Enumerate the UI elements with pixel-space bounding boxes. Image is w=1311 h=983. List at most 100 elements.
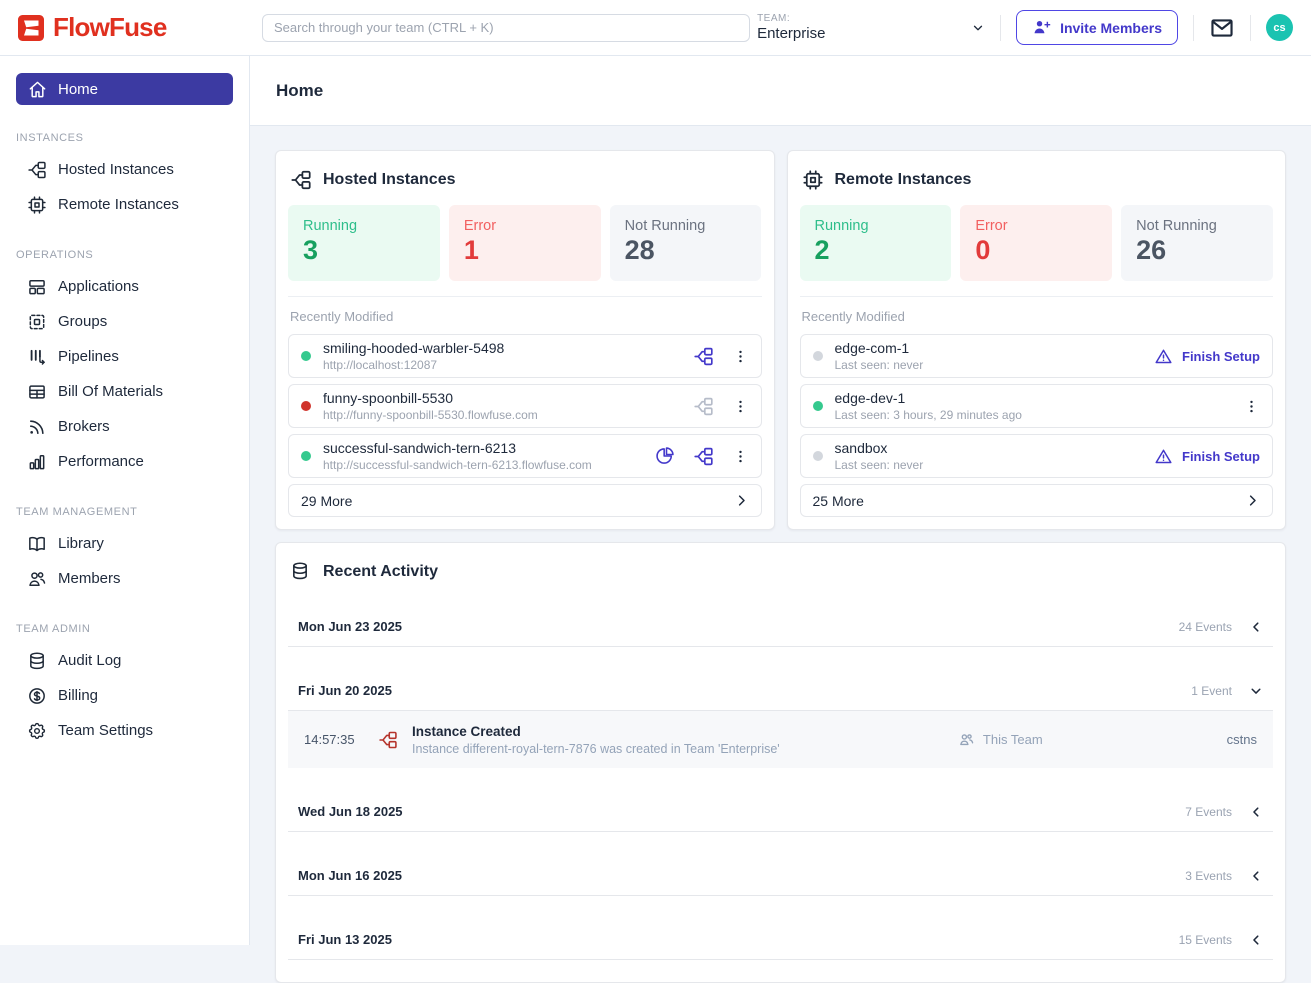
kebab-menu-icon[interactable] [732, 398, 749, 415]
instance-row[interactable]: smiling-hooded-warbler-5498 http://local… [288, 334, 762, 378]
sidebar-item-members[interactable]: Members [0, 561, 249, 596]
dashboard-pie-icon[interactable] [655, 446, 675, 466]
finish-setup-button[interactable]: Finish Setup [1154, 347, 1260, 366]
page-content: Hosted Instances Running 3 Error 1 Not R… [250, 126, 1311, 983]
sidebar-item-applications[interactable]: Applications [0, 269, 249, 304]
sidebar-item-label: Library [58, 535, 104, 552]
invite-members-button[interactable]: Invite Members [1016, 10, 1178, 45]
instance-row[interactable]: funny-spoonbill-5530 http://funny-spoonb… [288, 384, 762, 428]
card-title: Remote Instances [834, 171, 972, 188]
sidebar-section-team-management: TEAM MANAGEMENT [16, 506, 138, 518]
chevron-left-icon[interactable] [1249, 869, 1263, 883]
invite-members-label: Invite Members [1060, 19, 1162, 36]
instance-created-icon [378, 730, 398, 750]
remote-instances-chip-icon [802, 169, 824, 191]
status-dot [301, 451, 311, 461]
pipelines-icon [27, 347, 47, 367]
activity-date: Mon Jun 16 2025 [298, 868, 403, 883]
sidebar-item-pipelines[interactable]: Pipelines [0, 339, 249, 374]
stat-error[interactable]: Error 0 [960, 205, 1113, 281]
flowfuse-logo[interactable]: FlowFuse [0, 12, 250, 43]
sidebar-item-hosted-instances[interactable]: Hosted Instances [0, 152, 249, 187]
kebab-menu-icon[interactable] [732, 348, 749, 365]
table-icon [27, 382, 47, 402]
search-input[interactable] [262, 13, 750, 42]
gear-icon [27, 721, 47, 741]
page-title: Home [276, 80, 324, 100]
sidebar-section-instances: INSTANCES [16, 132, 84, 144]
activity-group: Mon Jun 16 2025 3 Events [288, 856, 1273, 896]
sidebar-item-home[interactable]: Home [16, 73, 233, 105]
chevron-left-icon[interactable] [1249, 620, 1263, 634]
chevron-left-icon[interactable] [1249, 933, 1263, 947]
stat-label: Not Running [1136, 218, 1217, 234]
open-editor-icon[interactable] [693, 446, 714, 467]
finish-setup-button[interactable]: Finish Setup [1154, 447, 1260, 466]
team-users-icon [958, 731, 975, 748]
sidebar-section-team-admin: TEAM ADMIN [16, 623, 91, 635]
chevron-right-icon [1245, 493, 1260, 508]
sidebar-item-library[interactable]: Library [0, 526, 249, 561]
finish-setup-label: Finish Setup [1182, 448, 1260, 464]
stat-not-running[interactable]: Not Running 28 [609, 205, 762, 281]
sidebar-section-operations: OPERATIONS [16, 249, 94, 261]
sidebar-item-audit-log[interactable]: Audit Log [0, 643, 249, 678]
stat-not-running[interactable]: Not Running 26 [1121, 205, 1273, 281]
sidebar-item-remote-instances[interactable]: Remote Instances [0, 187, 249, 222]
status-dot [301, 401, 311, 411]
hosted-instances-card: Hosted Instances Running 3 Error 1 Not R… [275, 150, 775, 530]
status-dot [812, 351, 823, 361]
brand-name: FlowFuse [53, 12, 167, 42]
hosted-instances-icon [27, 160, 47, 180]
open-editor-icon[interactable] [693, 346, 714, 367]
activity-date-row[interactable]: Mon Jun 23 2025 24 Events [288, 607, 1273, 647]
activity-date-row[interactable]: Mon Jun 16 2025 3 Events [288, 856, 1273, 896]
remote-more-link[interactable]: 25 More [799, 484, 1273, 517]
stat-label: Error [975, 218, 1008, 234]
hosted-more-link[interactable]: 29 More [288, 484, 762, 517]
instance-last-seen: Last seen: never [834, 358, 924, 372]
instance-row[interactable]: edge-dev-1 Last seen: 3 hours, 29 minute… [799, 384, 1273, 428]
sidebar: Home INSTANCES Hosted Instances Remote I… [0, 56, 250, 945]
sidebar-item-bill-of-materials[interactable]: Bill Of Materials [0, 374, 249, 409]
activity-date-row[interactable]: Fri Jun 20 2025 1 Event [288, 671, 1273, 711]
sidebar-item-team-settings[interactable]: Team Settings [0, 713, 249, 748]
instance-row[interactable]: edge-com-1 Last seen: never Finish Setup [799, 334, 1273, 378]
sidebar-item-billing[interactable]: Billing [0, 678, 249, 713]
event-scope-label: This Team [982, 732, 1043, 747]
activity-event-row[interactable]: 14:57:35 Instance Created Instance diffe… [288, 711, 1273, 768]
kebab-menu-icon[interactable] [1243, 398, 1260, 415]
user-avatar[interactable]: cs [1266, 14, 1293, 41]
chevron-down-icon[interactable] [1249, 684, 1263, 698]
stat-value: 26 [1136, 235, 1167, 265]
remote-instances-card: Remote Instances Running 2 Error 0 Not R… [786, 150, 1286, 530]
stat-error[interactable]: Error 1 [448, 205, 601, 281]
chevron-left-icon[interactable] [1249, 805, 1263, 819]
stat-running[interactable]: Running 3 [288, 205, 440, 281]
sidebar-item-label: Applications [58, 278, 139, 295]
sidebar-item-groups[interactable]: Groups [0, 304, 249, 339]
sidebar-item-label: Bill Of Materials [58, 383, 164, 400]
divider [1193, 14, 1194, 41]
kebab-menu-icon[interactable] [732, 448, 749, 465]
stat-running[interactable]: Running 2 [799, 205, 952, 281]
activity-date: Fri Jun 13 2025 [298, 932, 392, 947]
stat-value: 2 [814, 235, 830, 265]
sidebar-item-performance[interactable]: Performance [0, 444, 249, 479]
event-time: 14:57:35 [304, 732, 355, 747]
instance-row[interactable]: successful-sandwich-tern-6213 http://suc… [288, 434, 762, 478]
sidebar-item-label: Billing [58, 687, 99, 704]
team-selector[interactable]: TEAM: Enterprise [757, 13, 985, 42]
activity-date: Mon Jun 23 2025 [298, 619, 403, 634]
hosted-instances-icon [290, 169, 312, 191]
notifications-mail-button[interactable] [1209, 15, 1235, 41]
instance-last-seen: Last seen: never [834, 458, 924, 472]
activity-date-row[interactable]: Fri Jun 13 2025 15 Events [288, 920, 1273, 960]
users-icon [27, 569, 47, 589]
sidebar-item-brokers[interactable]: Brokers [0, 409, 249, 444]
stat-value: 0 [975, 235, 991, 265]
team-label: TEAM: [757, 13, 791, 24]
stat-label: Running [303, 218, 358, 234]
instance-row[interactable]: sandbox Last seen: never Finish Setup [799, 434, 1273, 478]
activity-date-row[interactable]: Wed Jun 18 2025 7 Events [288, 792, 1273, 832]
